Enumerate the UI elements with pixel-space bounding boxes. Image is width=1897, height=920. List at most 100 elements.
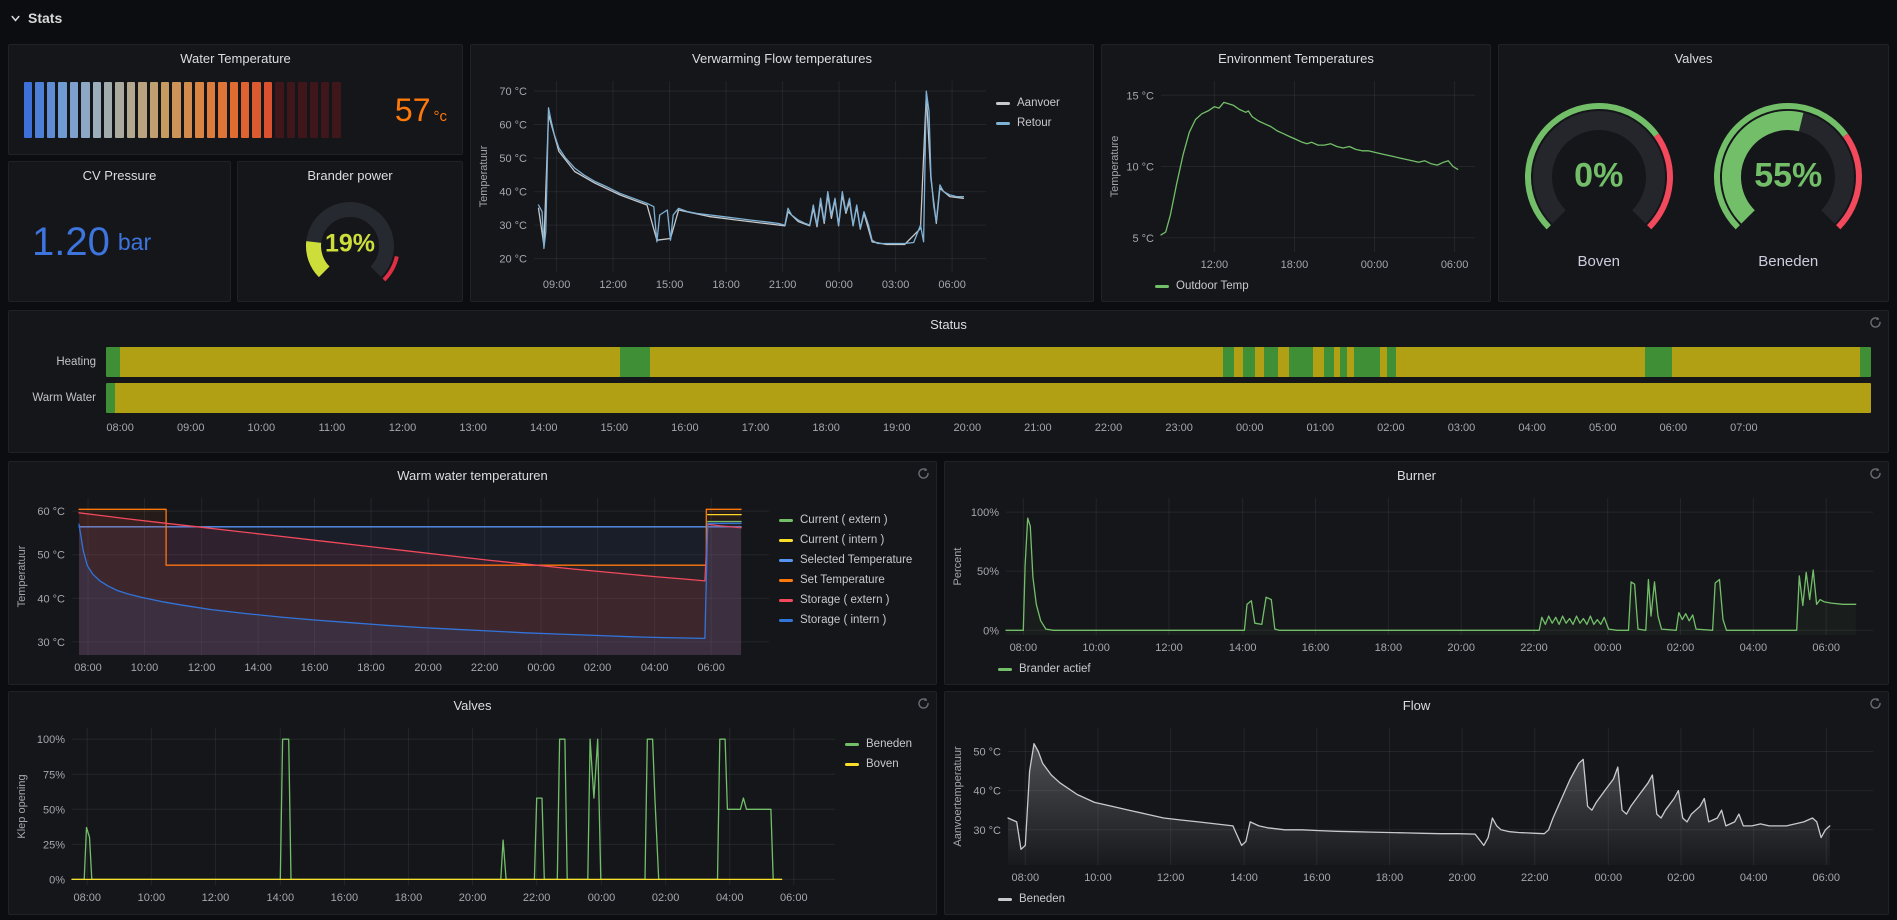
svg-text:21:00: 21:00: [769, 279, 797, 291]
verwarming-flow-chart[interactable]: 09:00 12:00 15:00 18:00 21:00 00:00 03:00 06:00…: [476, 71, 996, 296]
lcd-cell: [218, 82, 227, 138]
dashboard-row-header[interactable]: Stats: [0, 0, 1897, 36]
legend-item-current-extern-[interactable]: Current ( extern ): [779, 514, 931, 526]
svg-text:40 °C: 40 °C: [37, 593, 65, 605]
timeline-row-label: Heating: [56, 356, 96, 368]
panel-title[interactable]: Valves: [1674, 51, 1713, 66]
timeline-tick: 08:00: [106, 422, 134, 434]
svg-text:18:00: 18:00: [395, 892, 423, 904]
svg-text:04:00: 04:00: [641, 662, 669, 674]
panel-refresh-icon[interactable]: [1869, 467, 1882, 485]
lcd-cell: [46, 82, 56, 138]
svg-text:50%: 50%: [43, 804, 65, 816]
panel-title[interactable]: Water Temperature: [180, 51, 291, 66]
legend-label: Beneden: [866, 738, 913, 750]
water-temp-lcd-gauge: [24, 82, 341, 138]
cv-pressure-unit: bar: [117, 228, 152, 255]
timeline-tick: 03:00: [1447, 422, 1476, 434]
burner-chart[interactable]: 08:00 10:00 12:00 14:00 16:00 18:00 20:00 22:00…: [950, 488, 1883, 659]
brander-power-gauge[interactable]: 19%: [283, 190, 417, 294]
panel-title[interactable]: Valves: [453, 698, 492, 713]
flow-chart[interactable]: 08:00 10:00 12:00 14:00 16:00 18:00 20:00 22:00…: [950, 718, 1883, 889]
svg-text:22:00: 22:00: [523, 892, 551, 904]
legend-marker: [998, 667, 1012, 671]
timeline-tick: 19:00: [882, 422, 911, 434]
legend-item-beneden[interactable]: Beneden: [998, 893, 1065, 905]
lcd-cell: [206, 82, 216, 138]
legend-item-selected-temperature[interactable]: Selected Temperature: [779, 554, 931, 566]
legend-item-storage-intern-[interactable]: Storage ( intern ): [779, 614, 931, 626]
svg-text:02:00: 02:00: [584, 662, 612, 674]
legend-item-boven[interactable]: Boven: [845, 758, 931, 770]
status-segment: [1380, 347, 1388, 377]
panel-title[interactable]: Burner: [1396, 468, 1437, 483]
legend-marker: [779, 618, 793, 622]
valves-chart[interactable]: 08:00 10:00 12:00 14:00 16:00 18:00 20:00 22:00…: [14, 718, 845, 909]
svg-text:16:00: 16:00: [1302, 642, 1330, 654]
svg-text:Percent: Percent: [952, 548, 964, 586]
status-timeline[interactable]: Heating Warm Water 08:00 09:00 10:00 11:00 12:…: [14, 337, 1883, 447]
panel-refresh-icon[interactable]: [1869, 316, 1882, 334]
environment-temperatures-chart[interactable]: 12:00 18:00 00:00 06:00 5 °C 10 °C 15 °C Temper…: [1107, 71, 1485, 276]
panel-title[interactable]: Environment Temperatures: [1218, 51, 1374, 66]
lcd-cell: [263, 82, 273, 138]
panel-refresh-icon[interactable]: [917, 697, 930, 715]
lcd-cell: [195, 82, 204, 138]
water-temp-number: 57: [394, 91, 431, 128]
legend-item-storage-extern-[interactable]: Storage ( extern ): [779, 594, 931, 606]
legend-item-brander-actief[interactable]: Brander actief: [998, 663, 1091, 675]
svg-text:20:00: 20:00: [1448, 872, 1476, 884]
svg-text:50 °C: 50 °C: [973, 746, 1001, 758]
legend-item-outdoor-temp[interactable]: Outdoor Temp: [1155, 280, 1249, 292]
svg-text:04:00: 04:00: [716, 892, 744, 904]
timeline-tick: 23:00: [1165, 422, 1193, 434]
lcd-cell: [58, 82, 67, 138]
lcd-cell: [298, 82, 307, 138]
legend-item-retour[interactable]: Retour: [996, 117, 1088, 129]
panel-title[interactable]: Flow: [1402, 698, 1431, 713]
timeline-tick: 22:00: [1094, 422, 1123, 434]
timeline-tick: 16:00: [671, 422, 699, 434]
legend-label: Brander actief: [1019, 663, 1091, 675]
timeline-bar[interactable]: [106, 383, 1871, 413]
legend-item-set-temperature[interactable]: Set Temperature: [779, 574, 931, 586]
timeline-tick: 11:00: [318, 422, 346, 434]
legend-item-current-intern-[interactable]: Current ( intern ): [779, 534, 931, 546]
legend-item-aanvoer[interactable]: Aanvoer: [996, 97, 1088, 109]
panel-title[interactable]: CV Pressure: [82, 168, 157, 183]
svg-text:Temperatuur: Temperatuur: [478, 145, 490, 207]
svg-text:04:00: 04:00: [1740, 642, 1768, 654]
lcd-cell: [69, 82, 79, 138]
svg-text:22:00: 22:00: [1521, 872, 1549, 884]
status-segment: [1645, 347, 1672, 377]
svg-text:18:00: 18:00: [1376, 872, 1404, 884]
svg-text:09:00: 09:00: [543, 279, 571, 291]
status-segment: [1233, 347, 1243, 377]
svg-text:16:00: 16:00: [331, 892, 359, 904]
timeline-tick: 21:00: [1024, 422, 1052, 434]
status-segment: [1387, 347, 1397, 377]
timeline-bar[interactable]: [106, 347, 1871, 377]
svg-text:10:00: 10:00: [1082, 642, 1110, 654]
panel-brander-power: Brander power 19%: [237, 161, 463, 302]
panel-refresh-icon[interactable]: [917, 467, 930, 485]
panel-title[interactable]: Warm water temperaturen: [397, 468, 548, 483]
panel-refresh-icon[interactable]: [1869, 697, 1882, 715]
svg-text:00:00: 00:00: [588, 892, 616, 904]
status-segment: [120, 347, 620, 377]
lcd-cell: [309, 82, 318, 138]
svg-text:12:00: 12:00: [1155, 642, 1183, 654]
legend-item-beneden[interactable]: Beneden: [845, 738, 931, 750]
svg-text:10:00: 10:00: [131, 662, 159, 674]
timeline-tick: 12:00: [388, 422, 417, 434]
lcd-cell: [126, 82, 136, 138]
gauge-boven[interactable]: 0% Boven: [1520, 97, 1678, 270]
warm-water-chart[interactable]: 08:00 10:00 12:00 14:00 16:00 18:00 20:00 22:00…: [14, 488, 779, 679]
panel-title[interactable]: Status: [930, 317, 967, 332]
panel-title[interactable]: Verwarming Flow temperatures: [692, 51, 872, 66]
timeline-tick: 06:00: [1659, 422, 1688, 434]
svg-text:18:00: 18:00: [357, 662, 385, 674]
gauge-beneden[interactable]: 55% Beneden: [1709, 97, 1867, 270]
panel-title[interactable]: Brander power: [307, 168, 393, 183]
lcd-cell: [35, 82, 44, 138]
